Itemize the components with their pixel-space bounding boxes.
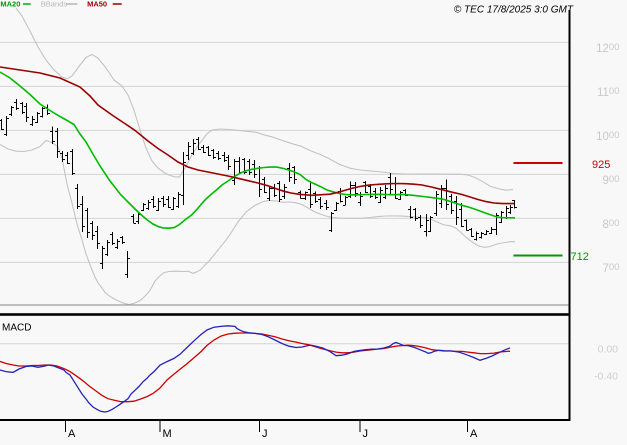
svg-text:MA20: MA20 xyxy=(0,0,20,9)
svg-text:900: 900 xyxy=(603,174,620,187)
svg-text:BBands: BBands xyxy=(41,0,68,9)
svg-text:925: 925 xyxy=(592,159,610,171)
svg-text:A: A xyxy=(470,428,478,440)
svg-text:0.00: 0.00 xyxy=(598,344,619,356)
svg-text:712: 712 xyxy=(571,251,589,263)
svg-text:1100: 1100 xyxy=(597,86,620,99)
svg-text:MACD: MACD xyxy=(2,323,31,334)
svg-text:700: 700 xyxy=(603,262,620,275)
svg-text:1200: 1200 xyxy=(596,42,619,55)
svg-text:J: J xyxy=(262,428,268,440)
svg-text:-0.40: -0.40 xyxy=(594,371,618,383)
svg-text:1000: 1000 xyxy=(596,130,619,143)
svg-text:© TEC 17/8/2025 3:0 GMT: © TEC 17/8/2025 3:0 GMT xyxy=(454,5,574,16)
svg-text:J: J xyxy=(363,428,369,440)
svg-text:800: 800 xyxy=(603,218,620,231)
svg-text:A: A xyxy=(68,428,76,440)
svg-text:M: M xyxy=(163,428,172,440)
svg-text:MA50: MA50 xyxy=(87,0,107,9)
